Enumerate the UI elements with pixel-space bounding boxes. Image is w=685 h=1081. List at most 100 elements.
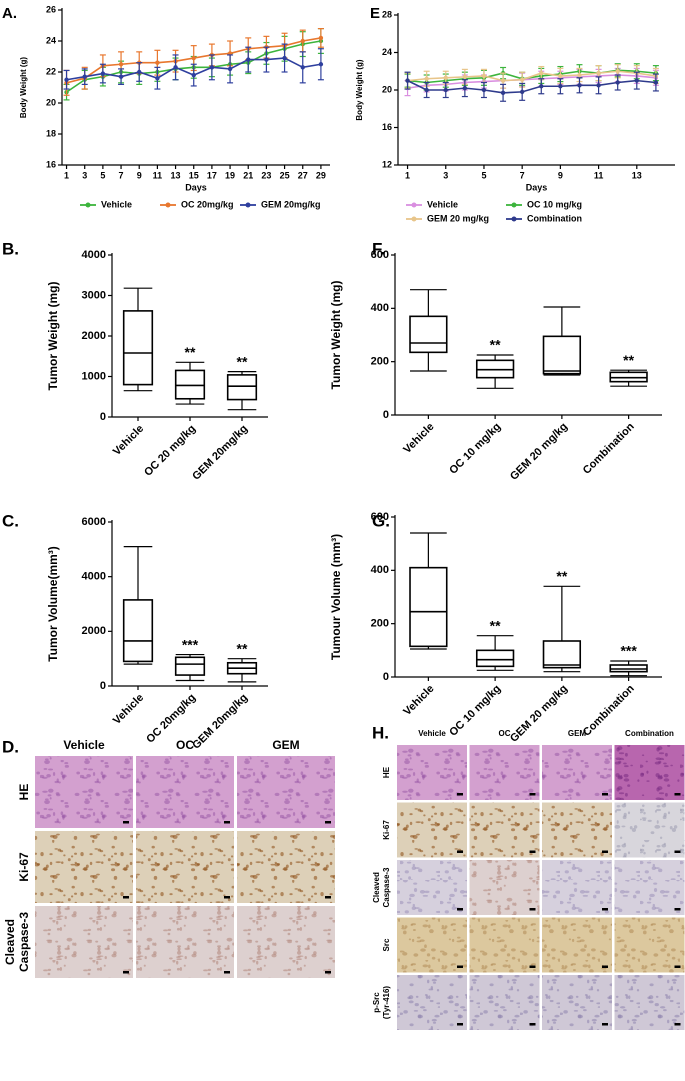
legend-marker — [85, 202, 91, 208]
legend-marker — [511, 216, 517, 222]
micrograph — [397, 860, 467, 915]
legend-label: Combination — [527, 213, 582, 223]
scale-bar — [457, 850, 463, 853]
point — [82, 74, 87, 79]
scale-bar — [674, 965, 681, 968]
point — [481, 87, 487, 93]
x-tick-label: OC 20 mg/kg — [142, 423, 198, 479]
scale-bar — [325, 896, 331, 899]
y-tick-label: 0 — [100, 411, 106, 423]
scale-bar — [224, 896, 230, 899]
panel-label: E — [370, 5, 380, 22]
scale-bar — [457, 793, 463, 796]
y-tick-label: 16 — [46, 159, 56, 169]
x-tick-label: 21 — [243, 170, 253, 180]
panel-label: B. — [2, 239, 19, 258]
column-label: OC — [499, 729, 511, 738]
x-tick-label: GEM 20 mg/kg — [508, 421, 570, 483]
micrograph — [35, 831, 133, 903]
legend-marker — [245, 202, 251, 208]
micrograph — [469, 745, 540, 800]
x-axis-label: Days — [526, 182, 548, 192]
scale-bar — [529, 793, 536, 796]
point — [481, 73, 487, 79]
y-tick-label: 0 — [383, 409, 389, 421]
x-tick-label: OC 10 mg/kg — [447, 683, 503, 739]
scale-bar — [457, 1023, 463, 1026]
micrograph — [469, 860, 540, 915]
x-tick-label: GEM 20mg/kg — [190, 692, 250, 752]
point — [300, 38, 305, 44]
point — [300, 65, 305, 70]
point — [539, 70, 544, 76]
box — [174, 656, 206, 676]
point — [500, 90, 506, 96]
point — [209, 65, 215, 70]
scale-bar — [602, 1023, 608, 1026]
x-tick-label: 5 — [481, 170, 486, 180]
x-tick-label: 29 — [316, 170, 326, 180]
box — [122, 599, 154, 663]
y-tick-label: 3000 — [82, 289, 106, 301]
series-line — [407, 70, 657, 82]
scale-bar — [602, 908, 608, 911]
point — [264, 57, 269, 62]
y-tick-label: 12 — [382, 159, 392, 169]
scale-bar — [602, 850, 608, 853]
y-tick-label: 200 — [371, 356, 389, 368]
row-label: Cleaved — [3, 919, 17, 965]
significance: ** — [623, 352, 634, 368]
significance: ** — [490, 617, 501, 633]
micrograph — [542, 802, 612, 858]
y-axis-label: Tumour Volume (mm³) — [329, 534, 343, 660]
x-tick-label: OC 10 mg/kg — [447, 421, 503, 477]
box — [122, 310, 154, 386]
legend-label: GEM 20mg/kg — [261, 199, 321, 209]
point — [558, 84, 563, 89]
y-tick-label: 24 — [46, 35, 56, 45]
legend-label: Vehicle — [101, 199, 132, 209]
micrograph — [614, 745, 685, 800]
micrograph — [136, 831, 234, 903]
scale-bar — [529, 1023, 536, 1026]
point — [596, 83, 601, 88]
y-tick-label: 22 — [46, 66, 56, 76]
point — [155, 60, 160, 65]
y-tick-label: 400 — [371, 302, 389, 314]
legend-label: OC 20mg/kg — [181, 199, 234, 209]
panel-label: G. — [372, 511, 390, 530]
y-tick-label: 26 — [46, 4, 56, 14]
micrograph — [614, 802, 685, 858]
y-tick-label: 4000 — [82, 571, 106, 583]
x-tick-label: 13 — [632, 170, 642, 180]
significance: ** — [185, 344, 196, 360]
scale-bar — [224, 971, 230, 974]
scale-bar — [674, 1023, 681, 1026]
point — [653, 80, 659, 85]
point — [615, 80, 620, 85]
scale-bar — [123, 971, 129, 974]
point — [634, 78, 639, 83]
micrograph — [35, 756, 133, 828]
point — [539, 84, 544, 89]
micrograph — [542, 745, 612, 800]
scale-bar — [529, 908, 536, 911]
scale-bar — [123, 821, 129, 824]
y-tick-label: 24 — [382, 47, 392, 57]
x-tick-label: 5 — [100, 170, 105, 180]
panel-label: D. — [2, 737, 19, 756]
point — [100, 71, 106, 76]
point — [462, 85, 468, 91]
box — [226, 374, 258, 401]
y-tick-label: 600 — [371, 249, 389, 261]
point — [282, 55, 287, 61]
y-tick-label: 1000 — [82, 370, 106, 382]
column-label: Combination — [625, 729, 674, 738]
x-tick-label: 25 — [280, 170, 290, 180]
x-tick-label: Vehicle — [401, 683, 436, 718]
micrograph — [136, 756, 234, 828]
panel-label: H. — [372, 723, 389, 742]
y-tick-label: 0 — [100, 680, 106, 692]
micrograph — [614, 975, 685, 1030]
